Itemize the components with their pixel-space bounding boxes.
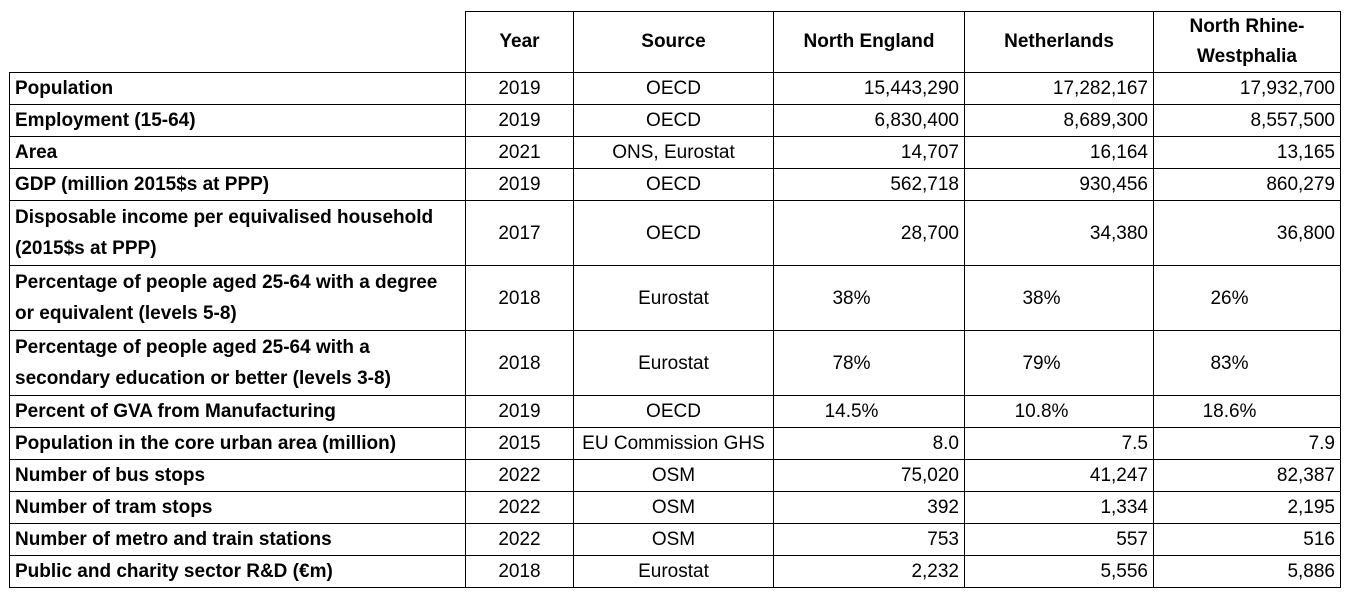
row-label: Area — [9, 136, 466, 169]
year-cell: 2018 — [465, 555, 574, 588]
north-england-cell: 2,232 — [773, 555, 965, 588]
row-label: Percent of GVA from Manufacturing — [9, 395, 466, 428]
year-cell: 2019 — [465, 395, 574, 428]
source-cell: ONS, Eurostat — [573, 136, 774, 169]
table-row: Population in the core urban area (milli… — [9, 427, 1341, 460]
netherlands-cell: 10.8% — [964, 395, 1154, 428]
source-cell: Eurostat — [573, 265, 774, 331]
source-cell: Eurostat — [573, 330, 774, 396]
header-year: Year — [465, 11, 574, 73]
header-north-rhine-westphalia: North Rhine-Westphalia — [1153, 11, 1341, 73]
year-cell: 2015 — [465, 427, 574, 460]
netherlands-cell: 930,456 — [964, 168, 1154, 201]
table-row: Number of bus stops 2022 OSM 75,020 41,2… — [9, 459, 1341, 492]
table-row: Percentage of people aged 25-64 with a d… — [9, 265, 1341, 331]
row-label: Population in the core urban area (milli… — [9, 427, 466, 460]
source-cell: Eurostat — [573, 555, 774, 588]
nrw-cell: 13,165 — [1153, 136, 1341, 169]
row-label: Disposable income per equivalised househ… — [9, 200, 466, 266]
row-label: Number of metro and train stations — [9, 523, 466, 556]
north-england-cell: 8.0 — [773, 427, 965, 460]
table-row: Employment (15-64) 2019 OECD 6,830,400 8… — [9, 104, 1341, 137]
nrw-cell: 26% — [1153, 265, 1341, 331]
year-cell: 2018 — [465, 330, 574, 396]
source-cell: OSM — [573, 491, 774, 524]
netherlands-cell: 7.5 — [964, 427, 1154, 460]
north-england-cell: 6,830,400 — [773, 104, 965, 137]
nrw-cell: 516 — [1153, 523, 1341, 556]
netherlands-cell: 5,556 — [964, 555, 1154, 588]
table-row: Number of metro and train stations 2022 … — [9, 523, 1341, 556]
year-cell: 2022 — [465, 523, 574, 556]
year-cell: 2019 — [465, 104, 574, 137]
netherlands-cell: 79% — [964, 330, 1154, 396]
netherlands-cell: 41,247 — [964, 459, 1154, 492]
year-cell: 2022 — [465, 491, 574, 524]
nrw-cell: 2,195 — [1153, 491, 1341, 524]
source-cell: OSM — [573, 523, 774, 556]
row-label: Percentage of people aged 25-64 with a d… — [9, 265, 466, 331]
nrw-cell: 36,800 — [1153, 200, 1341, 266]
nrw-cell: 17,932,700 — [1153, 72, 1341, 105]
row-label: Percentage of people aged 25-64 with a s… — [9, 330, 466, 396]
nrw-cell: 82,387 — [1153, 459, 1341, 492]
header-row: Year Source North England Netherlands No… — [9, 11, 1341, 73]
row-label: Employment (15-64) — [9, 104, 466, 137]
netherlands-cell: 8,689,300 — [964, 104, 1154, 137]
row-label: Population — [9, 72, 466, 105]
north-england-cell: 38% — [773, 265, 965, 331]
source-cell: OSM — [573, 459, 774, 492]
source-cell: OECD — [573, 104, 774, 137]
year-cell: 2022 — [465, 459, 574, 492]
source-cell: OECD — [573, 72, 774, 105]
north-england-cell: 562,718 — [773, 168, 965, 201]
netherlands-cell: 17,282,167 — [964, 72, 1154, 105]
table-row: Percentage of people aged 25-64 with a s… — [9, 330, 1341, 396]
table-row: Disposable income per equivalised househ… — [9, 200, 1341, 266]
north-england-cell: 75,020 — [773, 459, 965, 492]
netherlands-cell: 38% — [964, 265, 1154, 331]
nrw-cell: 5,886 — [1153, 555, 1341, 588]
netherlands-cell: 557 — [964, 523, 1154, 556]
north-england-cell: 15,443,290 — [773, 72, 965, 105]
source-cell: OECD — [573, 168, 774, 201]
header-netherlands: Netherlands — [964, 11, 1154, 73]
nrw-cell: 8,557,500 — [1153, 104, 1341, 137]
nrw-cell: 7.9 — [1153, 427, 1341, 460]
year-cell: 2019 — [465, 72, 574, 105]
netherlands-cell: 1,334 — [964, 491, 1154, 524]
row-label: Number of bus stops — [9, 459, 466, 492]
header-source: Source — [573, 11, 774, 73]
header-blank — [9, 11, 466, 73]
nrw-cell: 18.6% — [1153, 395, 1341, 428]
north-england-cell: 392 — [773, 491, 965, 524]
year-cell: 2018 — [465, 265, 574, 331]
source-cell: EU Commission GHS — [573, 427, 774, 460]
north-england-cell: 14,707 — [773, 136, 965, 169]
row-label: GDP (million 2015$s at PPP) — [9, 168, 466, 201]
table-row: Area 2021 ONS, Eurostat 14,707 16,164 13… — [9, 136, 1341, 169]
header-north-england: North England — [773, 11, 965, 73]
table-row: Population 2019 OECD 15,443,290 17,282,1… — [9, 72, 1341, 105]
table-row: Percent of GVA from Manufacturing 2019 O… — [9, 395, 1341, 428]
year-cell: 2019 — [465, 168, 574, 201]
table-row: Public and charity sector R&D (€m) 2018 … — [9, 555, 1341, 588]
nrw-cell: 83% — [1153, 330, 1341, 396]
table-row: Number of tram stops 2022 OSM 392 1,334 … — [9, 491, 1341, 524]
nrw-cell: 860,279 — [1153, 168, 1341, 201]
row-label: Public and charity sector R&D (€m) — [9, 555, 466, 588]
row-label: Number of tram stops — [9, 491, 466, 524]
netherlands-cell: 16,164 — [964, 136, 1154, 169]
table-row: GDP (million 2015$s at PPP) 2019 OECD 56… — [9, 168, 1341, 201]
north-england-cell: 28,700 — [773, 200, 965, 266]
north-england-cell: 753 — [773, 523, 965, 556]
netherlands-cell: 34,380 — [964, 200, 1154, 266]
source-cell: OECD — [573, 200, 774, 266]
comparison-table: Year Source North England Netherlands No… — [9, 11, 1341, 588]
year-cell: 2017 — [465, 200, 574, 266]
source-cell: OECD — [573, 395, 774, 428]
north-england-cell: 14.5% — [773, 395, 965, 428]
year-cell: 2021 — [465, 136, 574, 169]
north-england-cell: 78% — [773, 330, 965, 396]
